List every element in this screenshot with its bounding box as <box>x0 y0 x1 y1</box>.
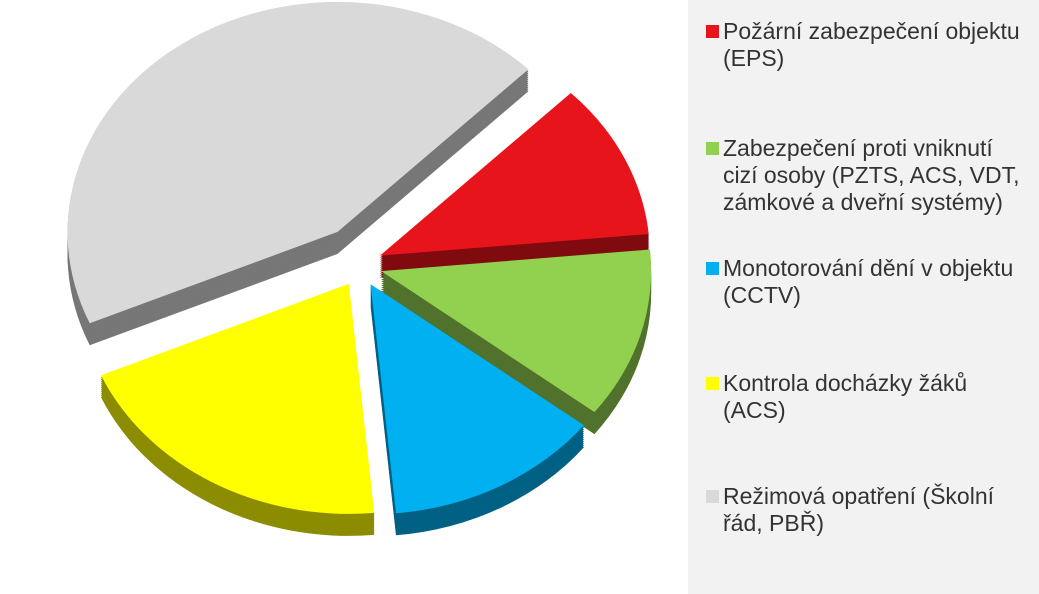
pie-chart <box>67 1 652 536</box>
legend-label: Požární zabezpečení objektu (EPS) <box>723 18 1020 71</box>
legend-label: Režimová opatření (Školní řád, PBŘ) <box>723 483 995 536</box>
legend-swatch <box>706 490 719 503</box>
legend-entry: Zabezpečení proti vniknutí cizí osoby (P… <box>706 135 1031 216</box>
legend-entry: Kontrola docházky žáků (ACS) <box>706 370 1031 424</box>
slice <box>381 249 652 413</box>
legend-label: Kontrola docházky žáků (ACS) <box>723 370 968 423</box>
legend-entry: Monotorování dění v objektu (CCTV) <box>706 255 1031 309</box>
legend: Požární zabezpečení objektu (EPS) Zabezpe… <box>688 0 1039 594</box>
slice <box>370 284 584 514</box>
legend-swatch <box>706 262 719 275</box>
slice <box>67 1 529 324</box>
slice <box>379 92 649 256</box>
slice <box>101 283 375 514</box>
legend-swatch <box>706 377 719 390</box>
legend-entry: Požární zabezpečení objektu (EPS) <box>706 18 1031 72</box>
legend-label: Monotorování dění v objektu (CCTV) <box>723 255 1014 308</box>
legend-swatch <box>706 25 719 38</box>
legend-entry: Režimová opatření (Školní řád, PBŘ) <box>706 483 1031 537</box>
legend-label: Zabezpečení proti vniknutí cizí osoby (P… <box>723 135 1020 215</box>
legend-swatch <box>706 142 719 155</box>
